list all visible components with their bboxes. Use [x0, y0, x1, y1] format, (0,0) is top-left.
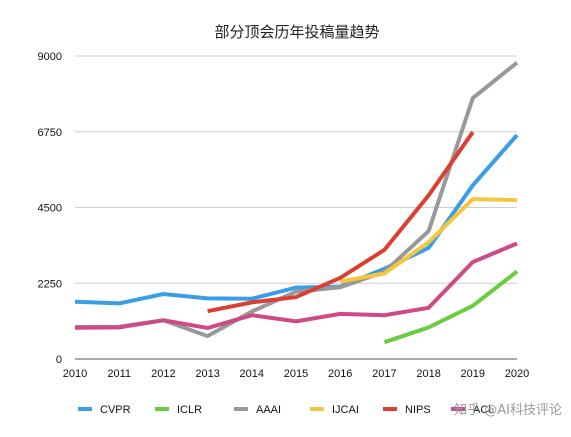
legend-label-acl: ACL	[473, 404, 494, 416]
y-tick-labels: 0 2250 4500 6750 9000	[38, 51, 62, 366]
x-tick-label: 2013	[195, 368, 219, 380]
watermark-text: 知乎 @AI科技评论	[454, 402, 562, 418]
grid-lines	[75, 55, 517, 360]
chart-title: 部分顶会历年投稿量趋势	[214, 23, 379, 41]
y-tick-label: 2250	[38, 278, 62, 290]
y-tick-label: 9000	[38, 51, 62, 63]
y-tick-label: 0	[56, 354, 62, 366]
x-tick-label: 2019	[461, 368, 485, 380]
series-line-iclr	[383, 269, 519, 345]
series-line-acl	[74, 241, 518, 331]
x-tick-labels: 2010 2011 2012 2013 2014 2015 2016 2017 2018 2019…	[63, 368, 529, 380]
x-tick-label: 2014	[240, 368, 264, 380]
x-tick-label: 2017	[372, 368, 396, 380]
x-tick-label: 2010	[63, 368, 87, 380]
x-tick-label: 2015	[284, 368, 308, 380]
y-tick-label: 6750	[38, 127, 62, 139]
legend-label-cvpr: CVPR	[100, 404, 131, 416]
y-tick-label: 4500	[38, 203, 62, 215]
x-tick-label: 2018	[416, 368, 440, 380]
x-tick-label: 2011	[107, 368, 131, 380]
legend-label-iclr: ICLR	[177, 404, 202, 416]
x-tick-label: 2012	[151, 368, 175, 380]
series-line-ijcai	[339, 197, 518, 284]
legend-label-ijcai: IJCAI	[332, 404, 359, 416]
series-lines	[74, 61, 519, 345]
legend: CVPR ICLR AAAI IJCAI NIPS ACL	[78, 404, 494, 416]
series-line-nips	[207, 130, 475, 314]
legend-label-aaai: AAAI	[256, 404, 281, 416]
x-tick-label: 2016	[328, 368, 352, 380]
legend-label-nips: NIPS	[405, 404, 431, 416]
x-tick-label: 2020	[505, 368, 529, 380]
